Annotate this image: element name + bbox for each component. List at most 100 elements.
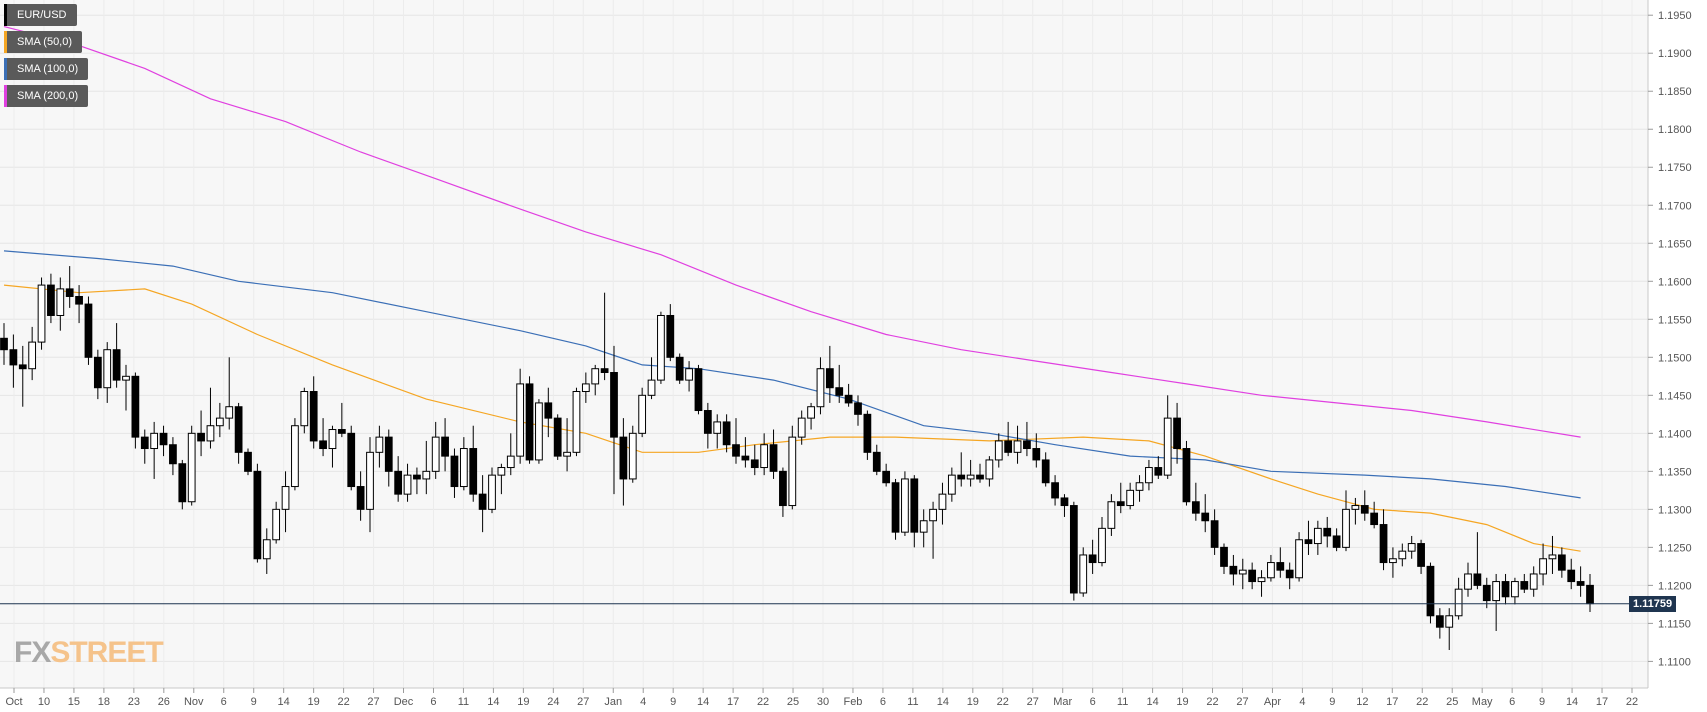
legend-swatch xyxy=(4,58,7,80)
candle xyxy=(1332,528,1341,552)
candle-body-up xyxy=(535,402,543,461)
candle-body-up xyxy=(328,429,337,450)
candle-body-up xyxy=(122,375,130,381)
candle-body-down xyxy=(347,432,356,488)
x-tick-label: 14 xyxy=(1146,696,1158,708)
candle-body-up xyxy=(215,417,224,427)
fxstreet-logo: FXSTREET xyxy=(14,636,164,670)
candle-body-down xyxy=(1304,539,1313,545)
candle-body-down xyxy=(75,295,83,305)
candle-body-down xyxy=(1586,584,1594,605)
candle xyxy=(1145,459,1153,491)
candle xyxy=(694,364,703,415)
x-axis-ticks: Oct 10 15 18 23 26 Nov 6 9 14 19 22 27 Dec 6 11 14 19 24 27… xyxy=(5,688,1638,708)
candle-body-down xyxy=(600,368,609,374)
legend-item-sma-50[interactable]: SMA (50,0) xyxy=(4,31,83,53)
candle xyxy=(1182,440,1191,506)
candle-body-down xyxy=(1201,512,1210,522)
candle xyxy=(685,361,693,392)
candle-body-down xyxy=(957,474,966,480)
candle xyxy=(835,364,844,403)
candle xyxy=(131,372,140,449)
candle-body-down xyxy=(619,436,628,480)
candle-body-up xyxy=(262,539,271,560)
candle xyxy=(244,448,252,476)
x-tick-label: 25 xyxy=(787,696,799,708)
legend-swatch xyxy=(4,85,7,107)
candle-body-down xyxy=(337,429,346,434)
candle-body-down xyxy=(1473,573,1482,586)
legend-item-eurusd[interactable]: EUR/USD xyxy=(4,4,77,26)
candle xyxy=(65,266,74,308)
candle xyxy=(1116,482,1125,514)
candle-body-down xyxy=(741,455,750,461)
candle-body-up xyxy=(1257,577,1266,583)
candle xyxy=(1304,520,1313,555)
x-tick-label: 23 xyxy=(128,696,140,708)
candle xyxy=(178,459,187,510)
x-tick-label: 24 xyxy=(547,696,559,708)
candle-body-up xyxy=(300,391,309,427)
candle xyxy=(262,528,271,574)
candle xyxy=(1379,509,1388,571)
candle xyxy=(1276,547,1285,578)
y-tick-label: 1.1850 xyxy=(1658,86,1692,98)
candle-body-up xyxy=(1389,558,1397,564)
candle xyxy=(225,357,234,430)
candle xyxy=(215,402,224,438)
candle xyxy=(807,402,815,430)
candle xyxy=(760,433,769,476)
candle xyxy=(1342,490,1350,552)
candle-body-down xyxy=(891,482,900,533)
legend-item-sma-100[interactable]: SMA (100,0) xyxy=(4,58,89,80)
candle-body-down xyxy=(825,368,834,389)
candles xyxy=(0,266,1594,650)
legend-item-sma-200[interactable]: SMA (200,0) xyxy=(4,85,89,107)
x-tick-label: 14 xyxy=(697,696,709,708)
candle-body-down xyxy=(394,470,403,495)
candle xyxy=(300,387,309,434)
legend: EUR/USD SMA (50,0) SMA (100,0) SMA (200,… xyxy=(4,4,89,112)
candle xyxy=(882,463,891,487)
candle-body-down xyxy=(159,432,168,446)
candle xyxy=(516,368,525,464)
y-tick-label: 1.1950 xyxy=(1658,10,1692,22)
candle xyxy=(1032,433,1041,468)
x-tick-label: 18 xyxy=(98,696,110,708)
candle-body-down xyxy=(525,383,534,461)
candle-body-up xyxy=(1313,527,1322,545)
candle-body-down xyxy=(854,402,862,415)
candle xyxy=(253,463,262,563)
candle xyxy=(1004,421,1013,457)
candle-body-down xyxy=(732,444,740,457)
candle xyxy=(422,440,431,495)
candle-body-down xyxy=(131,375,140,438)
candle xyxy=(347,425,356,491)
x-tick-label: 9 xyxy=(670,696,676,708)
candle xyxy=(1295,532,1303,582)
x-tick-label: Feb xyxy=(843,696,862,708)
candle-body-up xyxy=(1539,558,1547,575)
x-tick-label: 22 xyxy=(1206,696,1218,708)
candle xyxy=(488,467,496,514)
candle-body-down xyxy=(1088,554,1097,564)
candle xyxy=(1539,543,1547,586)
candle xyxy=(1501,573,1510,605)
candle-body-up xyxy=(807,406,815,419)
candle xyxy=(1060,494,1069,517)
candle-body-down xyxy=(1051,482,1059,499)
candle xyxy=(9,334,18,388)
x-tick-label: 22 xyxy=(1626,696,1638,708)
y-tick-label: 1.1450 xyxy=(1658,390,1692,402)
x-tick-label: 4 xyxy=(640,696,646,708)
candle xyxy=(375,425,384,468)
candle xyxy=(938,482,947,525)
candle xyxy=(976,463,984,483)
candle-body-up xyxy=(581,383,590,393)
candle xyxy=(713,414,722,449)
candle xyxy=(619,418,628,506)
candle xyxy=(544,387,553,438)
candle xyxy=(1023,421,1031,457)
candle xyxy=(1267,554,1275,582)
